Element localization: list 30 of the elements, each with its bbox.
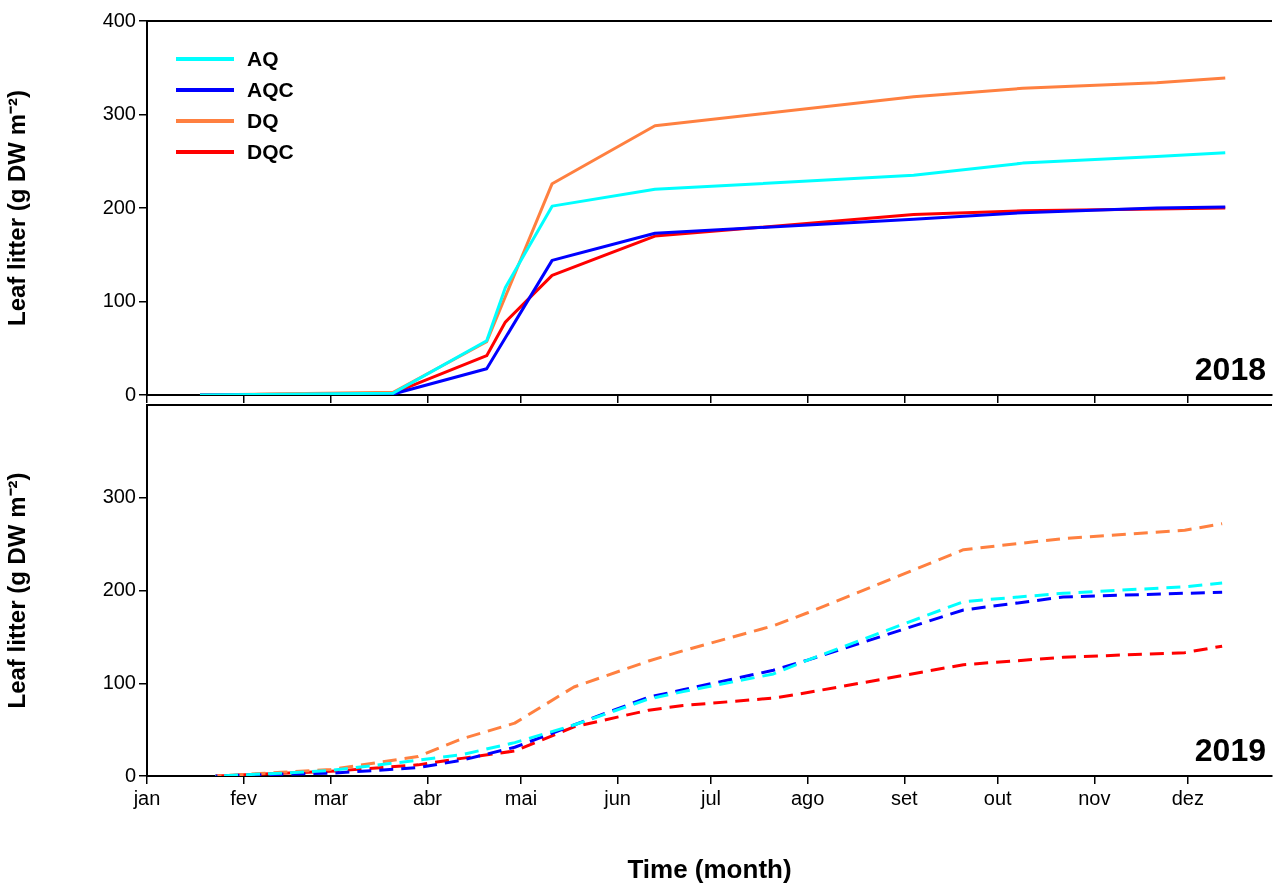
y-tick-label: 300 [102,102,136,125]
x-tick-label: jun [603,786,631,809]
y-axis-title: Leaf litter (g DW m⁻²) [3,90,31,326]
x-tick-label: mar [313,786,349,809]
annotation: 2018 [1194,350,1266,387]
y-axis-title: Leaf litter (g DW m⁻²) [3,472,31,709]
y-tick-label: 100 [102,670,136,693]
x-tick-label: ago [790,786,825,809]
annotation: 2019 [1194,731,1266,768]
y-tick-label: 400 [102,8,136,31]
x-tick-label: nov [1078,786,1111,809]
legend-label: AQC [247,77,294,102]
y-tick-label: 0 [124,382,136,405]
x-tick-label: jan [132,786,161,809]
y-tick-label: 300 [102,485,136,508]
x-tick-label: abr [413,786,443,809]
x-tick-label: out [983,786,1013,809]
legend-label: DQC [247,139,294,164]
y-tick-label: 100 [102,289,136,312]
y-tick-label: 200 [102,578,136,601]
x-tick-label: mai [504,786,538,809]
y-tick-label: 0 [124,763,136,786]
x-axis-title: Time (month) [627,853,792,884]
x-tick-label: set [890,786,919,809]
x-tick-label: jul [700,786,722,809]
legend-label: AQ [247,46,279,71]
y-tick-label: 200 [102,195,136,218]
x-tick-label: fev [230,786,257,809]
legend-label: DQ [247,108,279,133]
x-tick-label: dez [1171,786,1204,809]
